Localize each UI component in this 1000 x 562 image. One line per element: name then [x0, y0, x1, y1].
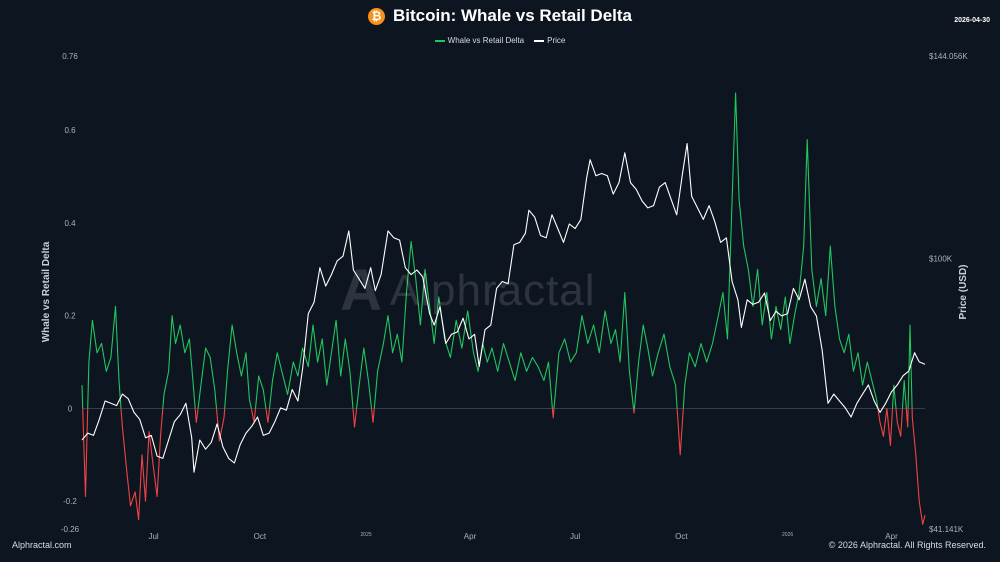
- delta-segment-18: [553, 291, 635, 409]
- delta-segment-17: [551, 408, 555, 419]
- y-left-tick-1: 0.6: [64, 126, 76, 135]
- legend-swatch-delta: [434, 39, 445, 42]
- y-left-tick-4: 0: [68, 404, 73, 413]
- y-axis-left-label: Whale vs Retail Delta: [41, 241, 52, 342]
- x-tick-4: Jul: [570, 532, 580, 541]
- delta-segment-29: [905, 408, 909, 428]
- delta-segment-25: [886, 408, 894, 447]
- delta-segment-0: [81, 385, 84, 409]
- delta-segment-30: [907, 324, 913, 409]
- delta-segment-14: [356, 347, 373, 409]
- delta-segment-20: [633, 324, 678, 409]
- x-tick-7: Apr: [885, 532, 898, 541]
- delta-segment-15: [370, 408, 375, 423]
- chart-legend: Whale vs Retail Delta Price: [0, 36, 1000, 45]
- delta-segment-3: [120, 408, 164, 521]
- x-tick-5: Oct: [675, 532, 688, 541]
- y-left-tick-5: -0.2: [63, 497, 77, 506]
- x-tick-2: 2025: [361, 532, 372, 538]
- watermark: A Alphractal: [340, 262, 596, 320]
- left-axis-ticks: 0.76 0.6 0.4 0.2 0 -0.2 -0.26: [61, 52, 80, 534]
- delta-segment-26: [891, 384, 897, 409]
- price-line: [81, 143, 926, 473]
- delta-segment-8: [224, 324, 252, 409]
- y-left-tick-6: -0.26: [61, 525, 80, 534]
- delta-segment-31: [911, 408, 926, 525]
- delta-segment-11: [265, 408, 271, 423]
- delta-segment-23: [877, 408, 888, 437]
- y-left-tick-0: 0.76: [62, 52, 78, 61]
- delta-segment-27: [895, 408, 904, 437]
- delta-segment-10: [254, 375, 267, 409]
- x-tick-0: Jul: [148, 532, 158, 541]
- footer-copyright: © 2026 Alphractal. All Rights Reserved.: [828, 540, 986, 550]
- price-series: [81, 143, 926, 473]
- delta-series: [81, 92, 926, 525]
- delta-segment-7: [215, 408, 226, 442]
- chart-header: ₿ Bitcoin: Whale vs Retail Delta: [0, 6, 1000, 26]
- legend-label-delta: Whale vs Retail Delta: [447, 36, 525, 45]
- delta-segment-2: [87, 305, 122, 409]
- delta-segment-4: [162, 315, 196, 409]
- chart-date: 2026-04-30: [954, 17, 990, 24]
- right-axis-ticks: $144.056K $100K $41.141K: [929, 52, 968, 534]
- x-axis-ticks: Jul Oct 2025 Apr Jul Oct 2026 Apr: [148, 532, 898, 541]
- delta-segment-16: [373, 240, 553, 409]
- delta-segment-1: [82, 408, 89, 498]
- delta-segment-13: [352, 408, 358, 428]
- y-right-tick-0: $144.056K: [929, 52, 968, 61]
- delta-segment-22: [682, 92, 879, 409]
- legend-swatch-price: [534, 39, 545, 42]
- x-tick-6: 2026: [782, 532, 793, 538]
- footer-brand[interactable]: Alphractal.com: [12, 540, 72, 550]
- y-left-tick-2: 0.4: [64, 219, 76, 228]
- legend-label-price: Price: [547, 36, 566, 45]
- y-right-tick-1: $100K: [929, 254, 953, 263]
- delta-segment-12: [268, 319, 354, 409]
- y-left-tick-3: 0.2: [64, 312, 76, 321]
- chart-title: Bitcoin: Whale vs Retail Delta: [393, 6, 632, 25]
- legend-item-delta[interactable]: Whale vs Retail Delta: [434, 36, 525, 45]
- delta-segment-5: [194, 408, 199, 423]
- delta-segment-6: [197, 347, 218, 409]
- delta-segment-21: [676, 408, 684, 456]
- y-axis-right-label: Price (USD): [958, 264, 969, 319]
- delta-segment-19: [632, 408, 635, 414]
- legend-item-price[interactable]: Price: [534, 36, 565, 45]
- delta-segment-28: [901, 380, 907, 409]
- bitcoin-icon: ₿: [368, 7, 385, 25]
- x-tick-3: Apr: [464, 532, 477, 541]
- x-tick-1: Oct: [254, 532, 267, 541]
- watermark-logo-icon: A: [340, 258, 382, 323]
- watermark-text: Alphractal: [389, 266, 596, 315]
- y-right-tick-2: $41.141K: [929, 525, 964, 534]
